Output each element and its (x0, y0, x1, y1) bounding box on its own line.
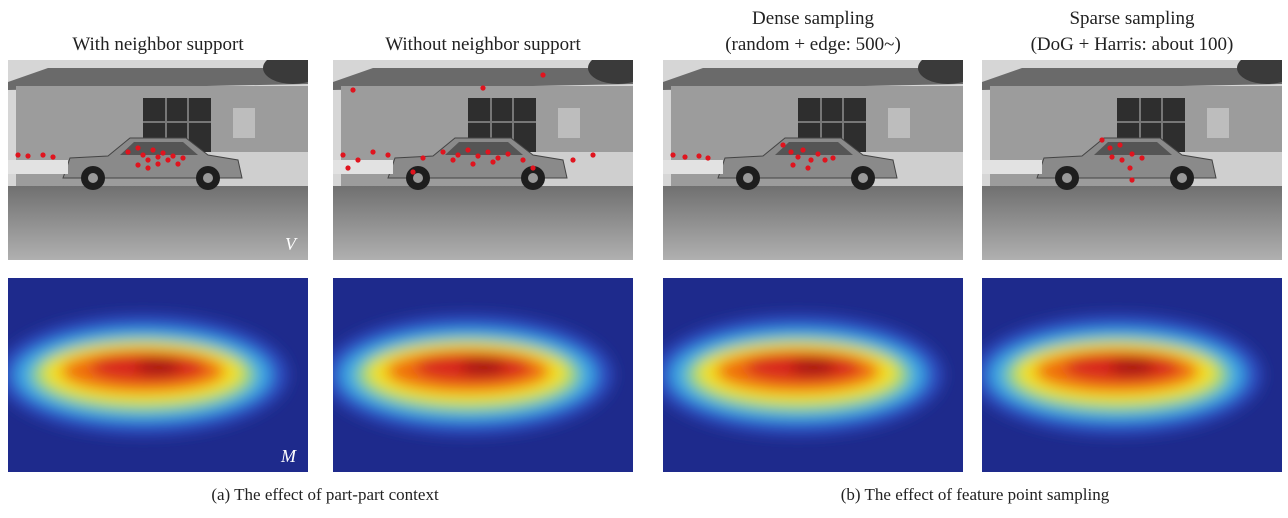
panel-title: Sparse sampling (1069, 8, 1195, 29)
feature-point (1119, 157, 1124, 162)
feature-point (175, 161, 180, 166)
figure: With neighbor support Without neighbor su… (0, 0, 1288, 518)
feature-point (355, 157, 360, 162)
feature-point (450, 157, 455, 162)
caption: (a) The effect of part-part context (211, 485, 439, 504)
feature-point (155, 161, 160, 166)
feature-point (790, 162, 795, 167)
feature-point (135, 162, 140, 167)
feature-point (1129, 151, 1134, 156)
feature-point (495, 155, 500, 160)
image-label: M (280, 446, 297, 466)
feature-point (682, 154, 687, 159)
feature-point (480, 85, 485, 90)
feature-point (530, 165, 535, 170)
feature-point (125, 149, 130, 154)
panel-title: Without neighbor support (385, 34, 581, 55)
feature-point (1109, 154, 1114, 159)
feature-point (140, 152, 145, 157)
feature-point (370, 149, 375, 154)
feature-point (145, 157, 150, 162)
feature-point (410, 169, 415, 174)
feature-point (1129, 177, 1134, 182)
feature-point (670, 152, 675, 157)
feature-point (590, 152, 595, 157)
feature-point (1127, 165, 1132, 170)
photo (982, 52, 1288, 260)
feature-point (15, 152, 20, 157)
feature-point (570, 157, 575, 162)
feature-point (135, 145, 140, 150)
feature-point (815, 151, 820, 156)
feature-point (1107, 145, 1112, 150)
feature-point (780, 142, 785, 147)
feature-point (805, 165, 810, 170)
feature-point (350, 87, 355, 92)
feature-point (696, 153, 701, 158)
feature-point (830, 155, 835, 160)
feature-point (50, 154, 55, 159)
feature-point (705, 155, 710, 160)
feature-point (165, 157, 170, 162)
feature-point (420, 155, 425, 160)
panel-title: With neighbor support (72, 34, 244, 55)
feature-point (155, 154, 160, 159)
panels: With neighbor support Without neighbor su… (0, 8, 1288, 472)
panel-title: Dense sampling (752, 8, 874, 29)
feature-point (795, 154, 800, 159)
feature-point (345, 165, 350, 170)
panel-title: (random + edge: 500~) (725, 34, 901, 55)
photo (663, 52, 978, 260)
feature-point (788, 149, 793, 154)
heatmap (323, 278, 633, 472)
feature-point (808, 157, 813, 162)
caption: (b) The effect of feature point sampling (841, 485, 1110, 504)
feature-point (1099, 137, 1104, 142)
feature-point (145, 165, 150, 170)
heatmap (653, 278, 963, 472)
feature-point (340, 152, 345, 157)
feature-point (520, 157, 525, 162)
feature-point (470, 161, 475, 166)
feature-point (822, 157, 827, 162)
feature-point (40, 152, 45, 157)
feature-point (505, 151, 510, 156)
photo (333, 52, 648, 260)
feature-point (1139, 155, 1144, 160)
feature-point (490, 159, 495, 164)
feature-point (465, 147, 470, 152)
feature-point (540, 72, 545, 77)
feature-point (385, 152, 390, 157)
feature-point (180, 155, 185, 160)
feature-point (170, 153, 175, 158)
feature-point (160, 150, 165, 155)
feature-point (455, 152, 460, 157)
feature-point (485, 149, 490, 154)
feature-point (1117, 142, 1122, 147)
feature-point (475, 153, 480, 158)
feature-point (25, 153, 30, 158)
feature-point (800, 147, 805, 152)
panel-title: (DoG + Harris: about 100) (1031, 34, 1234, 55)
feature-point (440, 149, 445, 154)
feature-point (150, 147, 155, 152)
heatmap (0, 278, 308, 472)
heatmap (972, 278, 1282, 472)
